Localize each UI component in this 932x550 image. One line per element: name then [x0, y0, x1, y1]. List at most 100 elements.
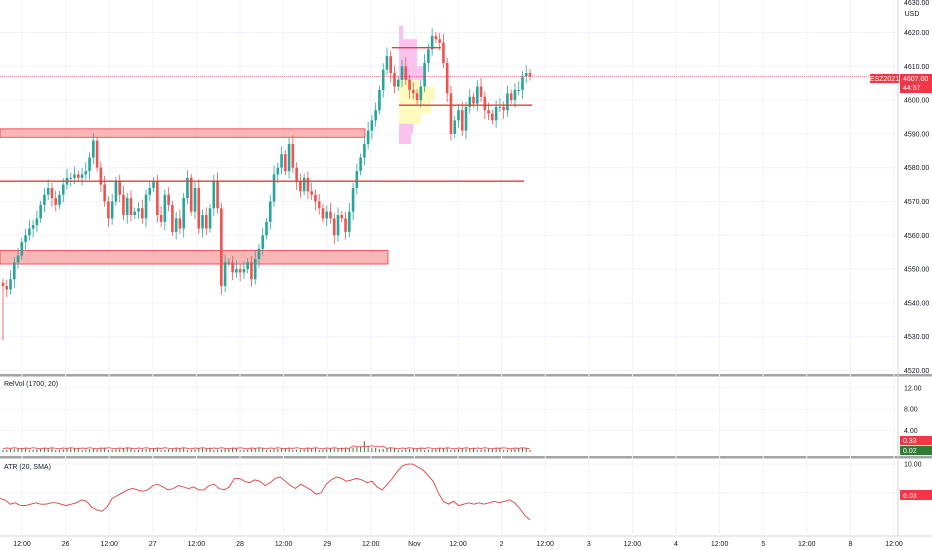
candle[interactable]	[171, 200, 174, 236]
candle[interactable]	[50, 182, 54, 207]
candle[interactable]	[460, 101, 464, 136]
candle[interactable]	[193, 181, 197, 220]
candle[interactable]	[265, 217, 268, 240]
candle[interactable]	[351, 182, 355, 221]
candle[interactable]	[509, 89, 513, 105]
candle[interactable]	[332, 213, 336, 245]
candle[interactable]	[122, 185, 125, 221]
candle[interactable]	[344, 211, 347, 240]
candle[interactable]	[408, 74, 411, 99]
candle[interactable]	[28, 219, 31, 241]
candle[interactable]	[423, 54, 426, 92]
candle[interactable]	[54, 190, 57, 212]
candle[interactable]	[144, 189, 148, 228]
candle[interactable]	[125, 192, 129, 224]
candle[interactable]	[464, 101, 468, 140]
candle[interactable]	[427, 44, 430, 72]
candle[interactable]	[178, 209, 182, 234]
candle[interactable]	[159, 206, 163, 228]
candle[interactable]	[223, 254, 227, 293]
candle[interactable]	[291, 135, 295, 173]
candle[interactable]	[76, 170, 80, 182]
candle[interactable]	[261, 227, 265, 256]
candle[interactable]	[457, 103, 460, 128]
candle[interactable]	[355, 163, 359, 195]
candle[interactable]	[340, 210, 344, 223]
candle[interactable]	[449, 85, 453, 141]
candle[interactable]	[348, 202, 351, 238]
candle[interactable]	[92, 133, 95, 164]
candle[interactable]	[39, 200, 42, 223]
candle[interactable]	[502, 101, 505, 120]
candle[interactable]	[250, 255, 253, 287]
candle[interactable]	[110, 193, 114, 225]
candle[interactable]	[208, 204, 212, 233]
candle[interactable]	[242, 261, 246, 279]
candle[interactable]	[306, 171, 310, 199]
candle[interactable]	[246, 258, 249, 274]
candle[interactable]	[336, 207, 340, 242]
candle[interactable]	[528, 69, 532, 81]
candle[interactable]	[61, 178, 65, 203]
candle[interactable]	[325, 205, 329, 227]
candle[interactable]	[43, 188, 46, 213]
candle[interactable]	[24, 228, 27, 250]
candle[interactable]	[476, 80, 479, 112]
candle[interactable]	[189, 173, 193, 216]
candle[interactable]	[317, 193, 321, 215]
candle[interactable]	[216, 172, 219, 214]
candle[interactable]	[396, 75, 400, 91]
candle[interactable]	[272, 165, 276, 207]
candle[interactable]	[137, 201, 140, 220]
candle[interactable]	[1, 278, 5, 291]
candle[interactable]	[393, 65, 396, 94]
candle[interactable]	[517, 81, 521, 96]
candle[interactable]	[201, 209, 204, 238]
candle[interactable]	[521, 71, 524, 99]
candle[interactable]	[374, 102, 377, 127]
candle[interactable]	[238, 263, 242, 282]
candle[interactable]	[329, 202, 332, 224]
candle[interactable]	[174, 211, 178, 240]
candle[interactable]	[359, 153, 362, 176]
candle[interactable]	[442, 33, 445, 69]
candle[interactable]	[31, 219, 35, 238]
candle[interactable]	[204, 207, 208, 235]
candle[interactable]	[366, 121, 370, 150]
candle[interactable]	[445, 57, 449, 103]
candle[interactable]	[479, 77, 483, 102]
candle[interactable]	[302, 173, 306, 196]
candle[interactable]	[513, 83, 517, 108]
candle[interactable]	[453, 116, 457, 138]
price-zone[interactable]	[0, 128, 366, 138]
candle[interactable]	[99, 161, 103, 193]
candle[interactable]	[163, 189, 167, 231]
candle[interactable]	[231, 255, 234, 281]
candle[interactable]	[299, 173, 302, 198]
candle[interactable]	[253, 250, 257, 285]
candle[interactable]	[491, 109, 494, 125]
candle[interactable]	[415, 89, 419, 105]
candle[interactable]	[5, 279, 9, 297]
candle[interactable]	[430, 28, 434, 56]
candle[interactable]	[152, 177, 155, 193]
candle[interactable]	[133, 207, 137, 220]
candle[interactable]	[400, 59, 404, 88]
candle[interactable]	[88, 152, 91, 180]
candle[interactable]	[257, 243, 261, 268]
candle[interactable]	[103, 175, 106, 207]
candle[interactable]	[140, 199, 144, 224]
price-axis[interactable]: USD 4620.00 4610.00 4600.00 4590.00 4580.00 4…	[904, 0, 929, 497]
candle[interactable]	[314, 189, 317, 211]
horizontal-levels[interactable]	[0, 47, 898, 182]
candle[interactable]	[129, 190, 133, 222]
candle[interactable]	[167, 187, 170, 212]
price-zone[interactable]	[0, 250, 389, 265]
candle[interactable]	[378, 85, 381, 115]
candle[interactable]	[419, 80, 423, 108]
candle[interactable]	[197, 179, 201, 234]
candle[interactable]	[385, 47, 389, 75]
candle[interactable]	[287, 137, 291, 179]
candle[interactable]	[468, 89, 472, 114]
candle[interactable]	[434, 31, 438, 44]
